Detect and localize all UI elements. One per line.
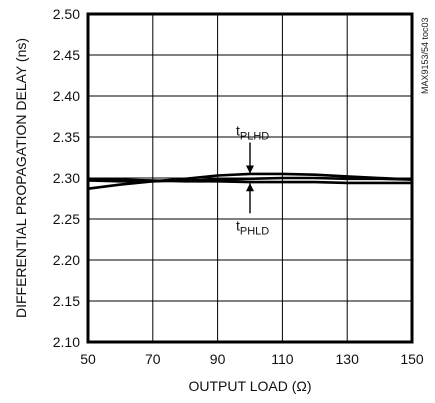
x-axis-title: OUTPUT LOAD (Ω): [189, 378, 312, 394]
figure-id-label: MAX9153/54 toc03: [420, 17, 430, 94]
annotations: tPLHD tPHLD: [236, 123, 269, 238]
y-tick-label: 2.40: [53, 88, 80, 104]
y-tick-label: 2.25: [53, 211, 80, 227]
y-axis-title: DIFFERENTIAL PROPAGATION DELAY (ns): [13, 38, 29, 318]
x-tick-label: 90: [210, 351, 226, 367]
annotation-phld: tPHLD: [236, 183, 269, 237]
plot-frame: [86, 12, 414, 344]
series-line-trace-3: [87, 176, 413, 183]
data-series: [87, 172, 413, 190]
annotation-label: tPHLD: [236, 217, 269, 237]
y-tick-label: 2.20: [53, 252, 80, 268]
x-tick-label: 150: [400, 351, 424, 367]
y-tick-label: 2.45: [53, 47, 80, 63]
annotation-label: tPLHD: [236, 123, 269, 143]
x-tick-label: 110: [271, 351, 294, 367]
y-tick-label: 2.35: [53, 129, 80, 145]
x-tick-label: 130: [336, 351, 360, 367]
x-tick-label: 50: [80, 351, 96, 367]
grid-lines: [88, 14, 412, 342]
y-tick-label: 2.10: [53, 334, 80, 350]
y-tick-label: 2.15: [53, 293, 80, 309]
y-tick-label: 2.50: [53, 6, 80, 22]
annotation-arrowhead: [246, 165, 254, 174]
x-tick-labels: 50 70 90 110 130 150: [80, 351, 424, 367]
x-tick-label: 70: [145, 351, 161, 367]
annotation-arrowhead: [246, 183, 254, 192]
y-tick-labels: 2.10 2.15 2.20 2.25 2.30 2.35 2.40 2.45 2.50: [53, 6, 80, 350]
y-tick-label: 2.30: [53, 170, 80, 186]
annotation-plhd: tPLHD: [236, 123, 269, 174]
